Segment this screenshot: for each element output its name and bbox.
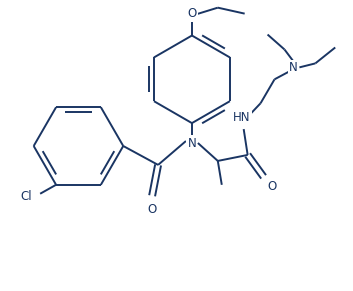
- Text: N: N: [289, 61, 298, 74]
- Text: O: O: [268, 180, 277, 193]
- Text: O: O: [187, 7, 197, 20]
- Text: HN: HN: [233, 111, 250, 124]
- Text: N: N: [187, 136, 196, 150]
- Text: Cl: Cl: [20, 190, 32, 203]
- Text: O: O: [148, 203, 157, 216]
